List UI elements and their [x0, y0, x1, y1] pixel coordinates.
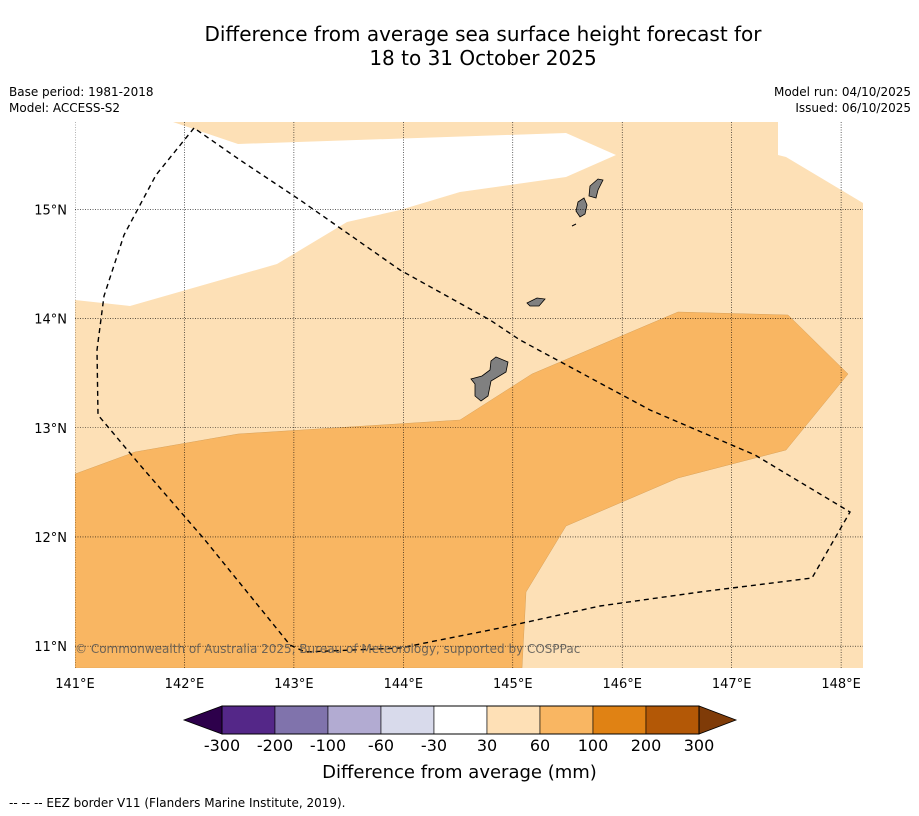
colorbar-tick-label: 60	[529, 736, 551, 755]
eez-border	[96, 127, 851, 653]
colorbar-tick-label: 30	[476, 736, 498, 755]
lon-tick-label: 145°E	[493, 677, 533, 692]
lon-tick-label: 141°E	[55, 677, 95, 692]
islands	[470, 178, 604, 402]
colorbar	[182, 705, 738, 735]
lon-tick-label: 143°E	[274, 677, 314, 692]
colorbar-swatch	[486, 705, 541, 735]
island-saipan	[588, 178, 604, 199]
colorbar-tick-label: 100	[577, 736, 609, 755]
eez-legend-note: -- -- -- EEZ border V11 (Flanders Marine…	[9, 796, 346, 810]
meta-right: Model run: 04/10/2025 Issued: 06/10/2025	[774, 84, 911, 116]
axis-labels: 141°E 142°E 143°E 144°E 145°E 146°E 147°E 148°E…	[34, 203, 861, 692]
graticule	[75, 122, 863, 668]
colorbar-tick-label: -200	[256, 736, 294, 755]
chart-title: Difference from average sea surface heig…	[0, 22, 919, 70]
colorbar-tick-label: -60	[367, 736, 395, 755]
island-guam	[470, 356, 509, 402]
colorbar-swatch	[433, 705, 488, 735]
colorbar-tick-label: -300	[203, 736, 241, 755]
lon-tick-label: 148°E	[821, 677, 861, 692]
lat-tick-label: 12°N	[34, 531, 67, 546]
colorbar-swatch	[274, 705, 329, 735]
map-plot-area: © Commonwealth of Australia 2025, Bureau…	[75, 122, 863, 668]
colorbar-swatch	[380, 705, 435, 735]
colorbar-swatch	[221, 705, 276, 735]
anomaly-region-below-30-northeast	[778, 122, 863, 203]
island-aguijan	[571, 223, 577, 227]
meta-left: Base period: 1981-2018 Model: ACCESS-S2	[9, 84, 154, 116]
lon-tick-label: 146°E	[602, 677, 642, 692]
island-tinian	[575, 197, 588, 218]
lon-tick-label: 144°E	[384, 677, 424, 692]
base-period: Base period: 1981-2018	[9, 85, 154, 99]
island-rota	[526, 297, 546, 307]
lat-tick-label: 11°N	[34, 640, 67, 655]
colorbar-swatch	[645, 705, 700, 735]
model-run: Model run: 04/10/2025	[773, 85, 911, 99]
title-line-2: 18 to 31 October 2025	[369, 46, 597, 70]
lon-tick-label: 147°E	[712, 677, 752, 692]
title-line-1: Difference from average sea surface heig…	[204, 22, 762, 46]
colorbar-tick-label: 300	[683, 736, 715, 755]
lat-tick-label: 14°N	[34, 313, 67, 328]
colorbar-frame	[221, 705, 700, 735]
lon-tick-label: 142°E	[165, 677, 205, 692]
lat-tick-label: 13°N	[34, 422, 67, 437]
colorbar-swatch	[592, 705, 647, 735]
model-name: Model: ACCESS-S2	[9, 101, 121, 115]
lat-tick-label: 15°N	[34, 203, 67, 218]
colorbar-swatch	[327, 705, 382, 735]
anomaly-region-below-30	[75, 122, 616, 306]
colorbar-title: Difference from average (mm)	[322, 762, 597, 783]
colorbar-swatch	[539, 705, 594, 735]
colorbar-extend-high	[698, 705, 738, 735]
copyright-notice: © Commonwealth of Australia 2025, Bureau…	[75, 642, 580, 656]
issued-date: Issued: 06/10/2025	[795, 101, 911, 115]
colorbar-tick-label: -100	[309, 736, 347, 755]
colorbar-tick-label: -30	[420, 736, 448, 755]
colorbar-tick-label: 200	[630, 736, 662, 755]
colorbar-extend-low	[182, 705, 223, 735]
anomaly-region-60-100	[75, 311, 849, 668]
